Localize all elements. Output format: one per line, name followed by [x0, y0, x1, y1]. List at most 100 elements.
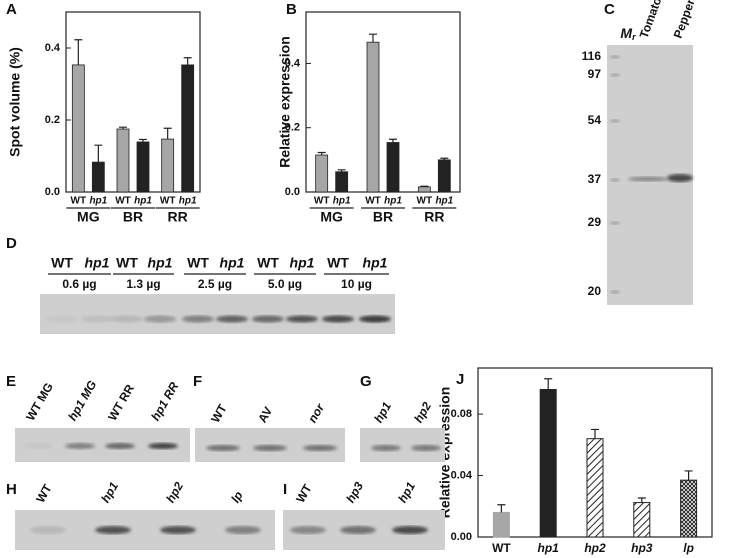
gel-background [40, 294, 395, 334]
series-label: WT [160, 196, 176, 207]
lane-label: hp2 [163, 479, 186, 505]
series-label: hp1 [333, 196, 351, 207]
x-tick-label: hp3 [631, 541, 653, 555]
marker-label: 20 [588, 284, 602, 298]
gel-band [216, 315, 248, 323]
series-label: hp1 [435, 196, 453, 207]
error-bar [139, 138, 147, 142]
gel-band [148, 443, 178, 449]
series-label: WT [115, 196, 131, 207]
amount-label: 2.5 µg [198, 277, 232, 291]
gel-band [610, 290, 620, 294]
series-label: WT [365, 196, 381, 207]
plot-frame [65, 11, 201, 193]
panel-letter: A [6, 1, 17, 18]
error-bar [369, 33, 377, 43]
error-bar [74, 39, 83, 65]
gel-band [206, 445, 240, 451]
lane-label: AV [255, 404, 275, 425]
error-bar [337, 169, 346, 172]
bar [386, 142, 400, 193]
bar [417, 186, 431, 193]
gel-band [160, 526, 196, 534]
gel-band [65, 443, 95, 449]
y-tick-label: 0.2 [285, 122, 300, 134]
y-tick-label: 0.0 [45, 186, 60, 198]
panel-letter: F [193, 373, 202, 390]
gel-band [23, 443, 53, 449]
x-tick-label: RR [424, 209, 444, 225]
lane-label: WT [293, 481, 315, 505]
y-tick-label: 0.2 [45, 114, 60, 126]
error-bar [317, 151, 326, 156]
bar [437, 159, 451, 193]
gel-band [253, 445, 287, 451]
error-bar [591, 428, 599, 439]
lane-label: WT [327, 255, 349, 271]
panel-letter: H [6, 481, 17, 498]
panel-letter: J [456, 371, 464, 388]
lane-label: WT [33, 481, 55, 505]
gel-band [371, 445, 401, 451]
x-tick-label: hp2 [584, 541, 606, 555]
gel-band [286, 315, 318, 323]
panel-letter: B [286, 1, 297, 18]
amount-label: 0.6 µg [62, 277, 96, 291]
marker-title-sub: r [632, 32, 636, 42]
x-tick-label: WT [492, 541, 511, 555]
marker-title: Mr [620, 25, 636, 43]
amount-label: 5.0 µg [268, 277, 302, 291]
panel-letter: E [6, 373, 16, 390]
gel-band [340, 526, 376, 534]
lane-label: hp3 [343, 479, 366, 505]
lane-label: hp1 [85, 255, 110, 271]
lane-label: hp1 [220, 255, 245, 271]
x-tick-label: MG [77, 209, 100, 225]
y-tick-label: 0.0 [285, 186, 300, 198]
bar [335, 171, 349, 193]
panel-letter: G [360, 373, 372, 390]
lane-label: Pepper [671, 0, 698, 40]
error-bar [163, 127, 172, 140]
series-label: WT [71, 196, 87, 207]
bar [633, 502, 651, 538]
lane-label: WT [257, 255, 279, 271]
lane-label: hp1 [371, 399, 394, 425]
gel-band [182, 315, 214, 323]
bar [680, 479, 698, 538]
bar [161, 138, 175, 193]
lane-label: WT RR [105, 382, 137, 423]
lane-label: Tomato [637, 0, 665, 40]
marker-label: 37 [588, 172, 602, 186]
bar [181, 64, 195, 193]
panel-letter: C [604, 1, 615, 18]
error-bar [183, 57, 192, 65]
gel-band [30, 526, 66, 534]
plot-frame [305, 11, 461, 193]
gel-band [411, 445, 441, 451]
y-axis-title: Relative expression [277, 36, 293, 168]
lane-label: hp1 [98, 479, 121, 505]
amount-label: 10 µg [341, 277, 372, 291]
amount-label: 1.3 µg [126, 277, 160, 291]
gel-band [667, 174, 693, 182]
gel-band [303, 445, 337, 451]
gel-band [610, 221, 620, 225]
series-label: hp1 [89, 196, 107, 207]
lane-label: hp1 [148, 255, 173, 271]
gel-band [95, 526, 131, 534]
bar [492, 511, 510, 538]
bar [116, 128, 130, 193]
y-axis-title: Spot volume (%) [7, 47, 23, 157]
marker-label: 116 [582, 49, 602, 63]
error-bar [440, 157, 449, 160]
series-label: hp1 [179, 196, 197, 207]
lane-label: hp1 MG [65, 378, 99, 423]
marker-label: 29 [588, 215, 602, 229]
error-bar [119, 126, 127, 129]
error-bar [544, 378, 553, 390]
bar [539, 389, 557, 538]
bar [136, 141, 150, 193]
marker-title-main: M [620, 25, 632, 41]
